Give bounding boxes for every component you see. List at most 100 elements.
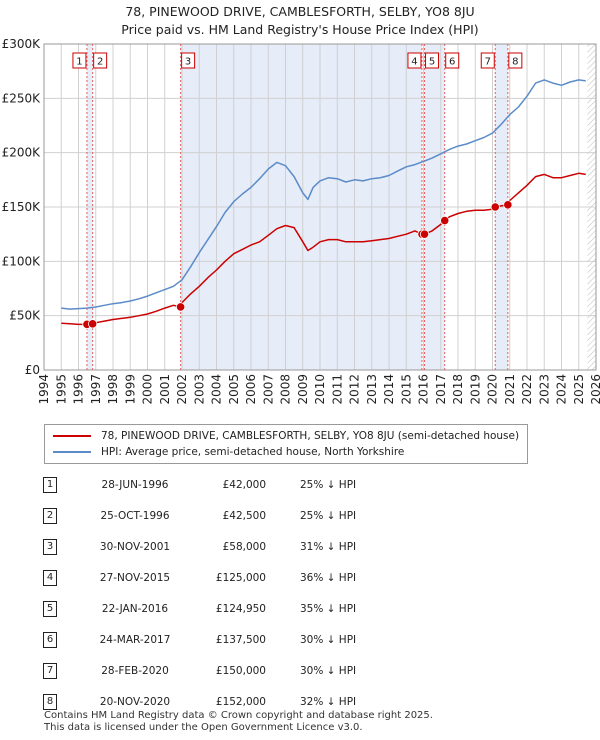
- sale-hpi-diff: 35% ↓ HPI: [300, 603, 357, 615]
- sale-price: £150,000: [215, 665, 266, 677]
- x-tick-label: 2021: [503, 374, 517, 405]
- sale-price: £124,950: [215, 603, 266, 615]
- sale-marker-box: [181, 52, 196, 69]
- x-tick-label: 2016: [417, 374, 431, 405]
- x-tick-label: 2007: [261, 374, 275, 405]
- sale-row: 1 28-JUN-1996 £42,000 25% ↓ HPI: [0, 475, 600, 495]
- x-tick-label: 2019: [468, 374, 482, 405]
- sale-hpi-diff: 31% ↓ HPI: [300, 541, 357, 553]
- y-tick-label: £200K: [2, 146, 42, 160]
- sale-hpi-diff: 30% ↓ HPI: [300, 665, 357, 677]
- sale-marker-box: [425, 52, 440, 69]
- sale-point: [440, 215, 450, 226]
- sale-marker-label: 6: [449, 57, 455, 68]
- sale-date: 30-NOV-2001: [99, 541, 171, 553]
- sale-marker-box: [72, 52, 87, 69]
- sale-number: 3: [43, 539, 57, 555]
- sale-marker-label: 5: [429, 57, 435, 68]
- sale-marker-label: 4: [411, 57, 417, 68]
- x-tick-label: 2011: [330, 374, 344, 405]
- footer-licence: This data is licensed under the Open Gov…: [44, 722, 363, 733]
- y-tick-label: £50K: [9, 309, 41, 323]
- y-tick-label: £0: [25, 363, 40, 377]
- x-tick-label: 2015: [399, 374, 413, 405]
- x-tick-label: 1997: [89, 374, 103, 405]
- x-tick-label: 2023: [537, 374, 551, 405]
- legend-label-hpi: HPI: Average price, semi-detached house,…: [101, 446, 405, 458]
- sale-number: 4: [43, 570, 57, 586]
- legend-item-property: 78, PINEWOOD DRIVE, CAMBLESFORTH, SELBY,…: [53, 428, 519, 444]
- sale-row: 5 22-JAN-2016 £124,950 35% ↓ HPI: [0, 599, 600, 619]
- sale-row: 4 27-NOV-2015 £125,000 36% ↓ HPI: [0, 568, 600, 588]
- legend-swatch-hpi: [53, 451, 91, 453]
- sale-price: £152,000: [215, 696, 266, 708]
- x-tick-label: 1996: [72, 374, 86, 405]
- sale-marker-box: [407, 52, 422, 69]
- sale-price: £58,000: [222, 541, 266, 553]
- legend-item-hpi: HPI: Average price, semi-detached house,…: [53, 444, 404, 460]
- sale-row: 6 24-MAR-2017 £137,500 30% ↓ HPI: [0, 630, 600, 650]
- sale-date: 28-FEB-2020: [101, 665, 169, 677]
- x-tick-label: 2001: [158, 374, 172, 405]
- sale-date: 24-MAR-2017: [99, 634, 171, 646]
- x-tick-label: 2009: [296, 374, 310, 405]
- x-tick-label: 1998: [106, 374, 120, 405]
- sale-row: 7 28-FEB-2020 £150,000 30% ↓ HPI: [0, 661, 600, 681]
- x-tick-label: 2024: [555, 374, 569, 405]
- x-tick-label: 2000: [141, 374, 155, 405]
- x-tick-label: 2004: [210, 374, 224, 405]
- sale-row: 2 25-OCT-1996 £42,500 25% ↓ HPI: [0, 506, 600, 526]
- x-tick-label: 2012: [348, 374, 362, 405]
- sale-point: [176, 302, 186, 312]
- sale-date: 20-NOV-2020: [99, 696, 171, 708]
- sale-hpi-diff: 25% ↓ HPI: [300, 510, 357, 522]
- sale-number: 6: [43, 632, 57, 648]
- sale-marker-box: [508, 52, 523, 69]
- chart-title: 78, PINEWOOD DRIVE, CAMBLESFORTH, SELBY,…: [125, 4, 475, 19]
- sale-marker-label: 8: [512, 57, 518, 68]
- x-tick-label: 2026: [589, 374, 600, 405]
- sale-date: 27-NOV-2015: [99, 572, 171, 584]
- sale-date: 22-JAN-2016: [101, 603, 169, 615]
- x-tick-label: 2017: [434, 374, 448, 405]
- sale-marker-label: 1: [76, 57, 82, 68]
- x-tick-label: 2014: [382, 374, 396, 405]
- sale-number: 7: [43, 663, 57, 679]
- sale-marker-label: 2: [97, 57, 103, 68]
- x-tick-label: 2008: [279, 374, 293, 405]
- sale-point: [88, 319, 98, 329]
- x-tick-label: 2020: [486, 374, 500, 405]
- x-tick-label: 1999: [123, 374, 137, 405]
- sale-number: 8: [43, 694, 57, 710]
- x-tick-label: 2018: [451, 374, 465, 405]
- y-tick-label: £300K: [2, 37, 42, 51]
- price-chart: 1 2 3 4 5 6 7 8 £0 £50K £100K £150K £200K £250K £300K…: [2, 37, 600, 405]
- sale-hpi-diff: 25% ↓ HPI: [300, 479, 357, 491]
- sale-price: £125,000: [215, 572, 266, 584]
- sale-date: 28-JUN-1996: [101, 479, 169, 491]
- x-tick-label: 2013: [365, 374, 379, 405]
- x-tick-label: 2006: [244, 374, 258, 405]
- sale-date: 25-OCT-1996: [100, 510, 170, 522]
- sale-number: 5: [43, 601, 57, 617]
- y-tick-label: £100K: [2, 254, 42, 268]
- y-tick-label: £150K: [2, 200, 42, 214]
- chart-subtitle: Price paid vs. HM Land Registry's House …: [121, 22, 479, 37]
- footer-copyright: Contains HM Land Registry data © Crown c…: [44, 710, 433, 721]
- plot-border: [43, 43, 597, 371]
- x-tick-label: 2002: [175, 374, 189, 405]
- footer-attribution: Contains HM Land Registry data © Crown c…: [44, 710, 433, 734]
- sale-price: £137,500: [215, 634, 266, 646]
- sale-marker-label: 3: [185, 57, 191, 68]
- sale-point: [503, 200, 513, 210]
- x-tick-label: 2010: [313, 374, 327, 405]
- chart-legend: 78, PINEWOOD DRIVE, CAMBLESFORTH, SELBY,…: [44, 424, 528, 464]
- sale-marker-box: [480, 52, 495, 69]
- sale-row: 3 30-NOV-2001 £58,000 31% ↓ HPI: [0, 537, 600, 557]
- legend-swatch-property: [53, 435, 91, 437]
- x-tick-label: 1994: [37, 374, 51, 405]
- sale-point: [490, 202, 500, 212]
- sale-row: 8 20-NOV-2020 £152,000 32% ↓ HPI: [0, 692, 600, 712]
- sale-price: £42,000: [222, 479, 266, 491]
- sale-number: 2: [43, 508, 57, 524]
